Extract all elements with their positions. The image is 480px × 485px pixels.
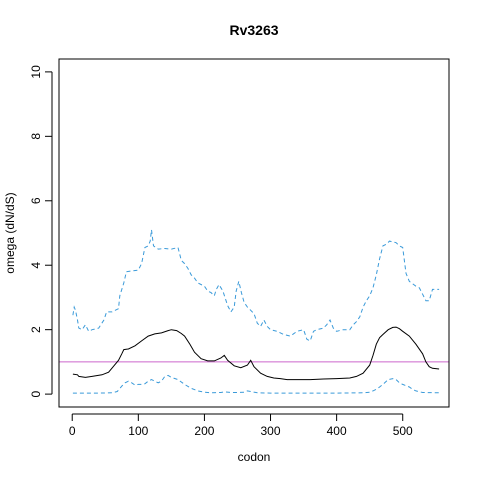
x-tick-label: 300 <box>261 424 281 438</box>
y-tick-label: 6 <box>29 197 43 204</box>
plot-frame <box>58 58 450 408</box>
series-line-estimate <box>72 326 440 381</box>
y-axis-label: omega (dN/dS) <box>3 192 17 273</box>
x-tick-label: 500 <box>393 424 413 438</box>
x-tick-label: 400 <box>327 424 347 438</box>
x-tick-label: 200 <box>194 424 214 438</box>
x-tick-label: 100 <box>128 424 148 438</box>
y-tick-label: 2 <box>29 326 43 333</box>
x-tick-label: 0 <box>69 424 76 438</box>
y-tick-label: 4 <box>29 262 43 269</box>
plot-area: 0 100 200 300 400 500 0 2 4 6 8 10 <box>29 65 449 438</box>
y-tick-label: 10 <box>29 65 43 79</box>
y-tick-label: 0 <box>29 390 43 397</box>
x-axis-label: codon <box>238 450 271 464</box>
y-tick-label: 8 <box>29 133 43 140</box>
series-line-lower-bound <box>72 374 440 394</box>
chart-title: Rv3263 <box>229 22 278 38</box>
